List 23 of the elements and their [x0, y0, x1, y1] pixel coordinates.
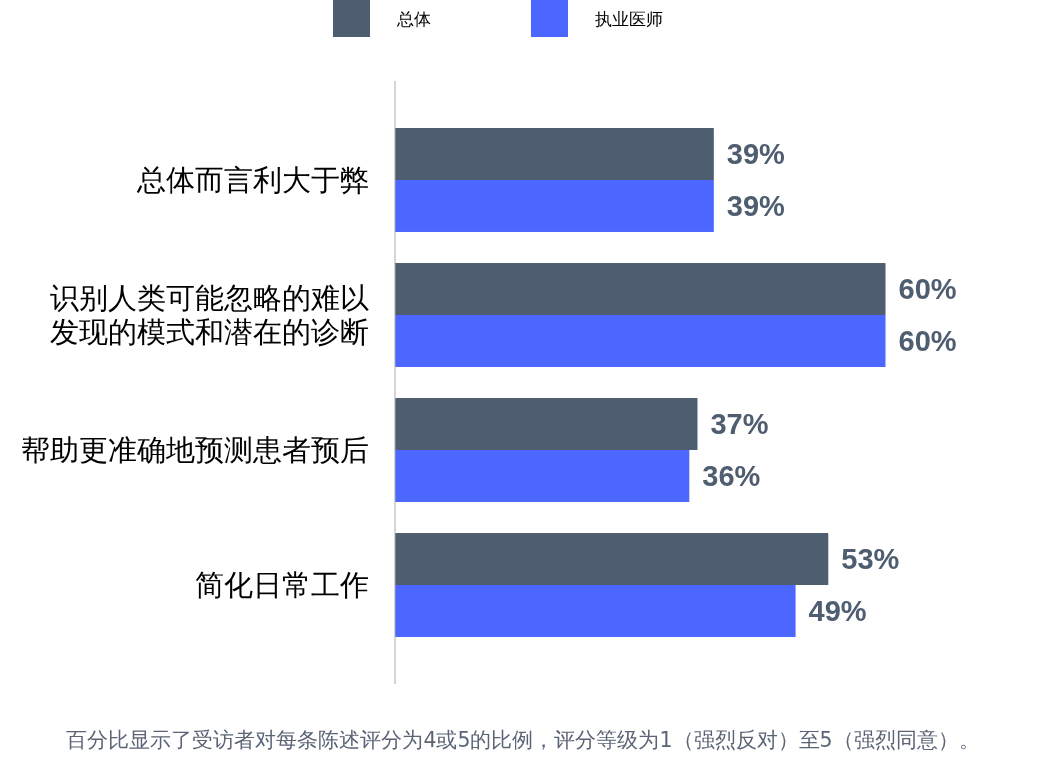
data-label: 37% [710, 408, 769, 441]
y-tick-label: 识别人类可能忽略的难以发现的模式和潜在的诊断 [50, 281, 369, 349]
y-tick-label: 总体而言利大于弊 [136, 163, 369, 197]
bar [395, 263, 886, 315]
y-tick-label: 简化日常工作 [195, 568, 369, 602]
data-label: 49% [808, 594, 867, 627]
data-label: 39% [726, 138, 786, 171]
bar [395, 533, 829, 585]
data-label: 60% [898, 324, 957, 357]
legend-label: 执业医师 [595, 8, 663, 29]
data-label: 39% [726, 189, 786, 222]
data-label: 60% [898, 273, 957, 306]
text: 百分比显示了受访者对每条陈述评分为4或5的比例，评分等级为1（强烈反对）至5（强烈同意）。 [66, 728, 980, 752]
bar [395, 315, 886, 367]
bar [395, 450, 690, 502]
bar [395, 585, 796, 637]
legend-label: 总体 [396, 8, 431, 29]
bar [395, 180, 714, 232]
bar [395, 128, 714, 180]
y-tick-label: 帮助更准确地预测患者预后 [21, 433, 369, 467]
bar [395, 398, 698, 450]
data-label: 36% [702, 459, 761, 492]
data-label: 53% [841, 543, 900, 576]
